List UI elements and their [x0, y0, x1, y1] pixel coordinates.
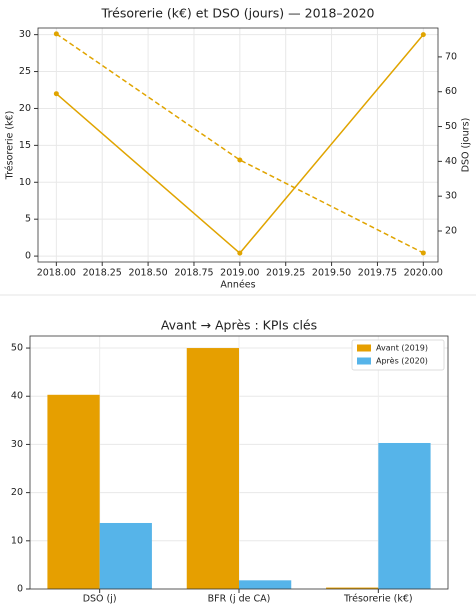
bar	[239, 580, 292, 589]
line	[55, 33, 424, 254]
point	[237, 157, 243, 163]
point	[53, 31, 59, 37]
legend-label: Après (2020)	[376, 356, 428, 366]
legend-swatch	[357, 344, 371, 352]
plot-frame	[29, 335, 449, 590]
y2-tick-label: 50	[445, 121, 457, 132]
x-tick-label: 2018.25	[83, 268, 122, 279]
y-tick-label: 25	[19, 66, 31, 77]
point	[237, 250, 243, 256]
y-tick-label: 0	[25, 251, 31, 262]
y2-tick-label: 70	[445, 51, 457, 62]
x-tick-label: 2018.75	[174, 268, 213, 279]
y-tick-label: 40	[11, 391, 23, 402]
y-tick-label: 20	[11, 487, 23, 498]
point	[53, 91, 59, 97]
bar	[99, 522, 152, 589]
chart-title: Avant → Après : KPIs clés	[161, 318, 317, 333]
x-tick-label: BFR (j de CA)	[208, 594, 271, 605]
x-tick-label: 2019.50	[312, 268, 351, 279]
plot-frame	[37, 27, 439, 263]
bar	[47, 394, 100, 589]
y-tick-label: 15	[19, 140, 31, 151]
y-tick-label: 5	[25, 214, 31, 225]
y-tick-label: 30	[19, 29, 31, 40]
x-tick-label: 2018.50	[128, 268, 167, 279]
y2-tick-label: 60	[445, 86, 457, 97]
legend-box	[351, 339, 445, 371]
y-tick-label: 10	[11, 535, 23, 546]
chart-title: Trésorerie (k€) et DSO (jours) — 2018–20…	[101, 6, 375, 21]
x-tick-label: 2019.00	[220, 268, 259, 279]
x-tick-label: 2020.00	[404, 268, 443, 279]
x-tick-label: 2018.00	[37, 268, 76, 279]
y-tick-label: 10	[19, 177, 31, 188]
x-tick-label: 2019.75	[358, 268, 397, 279]
y-tick-label: 0	[17, 584, 23, 595]
bar	[326, 587, 379, 589]
bar	[186, 348, 239, 589]
x-tick-label: 2019.25	[266, 268, 305, 279]
y2-axis-label: DSO (jours)	[461, 118, 472, 173]
y-axis-label: Trésorerie (k€)	[5, 111, 16, 181]
y-tick-label: 30	[11, 439, 23, 450]
x-tick-label: DSO (j)	[83, 594, 117, 605]
y-tick-label: 50	[11, 343, 23, 354]
y-tick-label: 20	[19, 103, 31, 114]
y2-tick-label: 30	[445, 191, 457, 202]
y2-tick-label: 20	[445, 226, 457, 237]
point	[420, 32, 426, 38]
x-tick-label: Trésorerie (k€)	[343, 594, 413, 605]
bar	[378, 442, 431, 589]
legend-label: Avant (2019)	[376, 344, 428, 353]
point	[420, 250, 426, 256]
legend-swatch	[357, 357, 371, 365]
y2-tick-label: 40	[445, 156, 457, 167]
x-axis-label: Années	[220, 280, 255, 291]
